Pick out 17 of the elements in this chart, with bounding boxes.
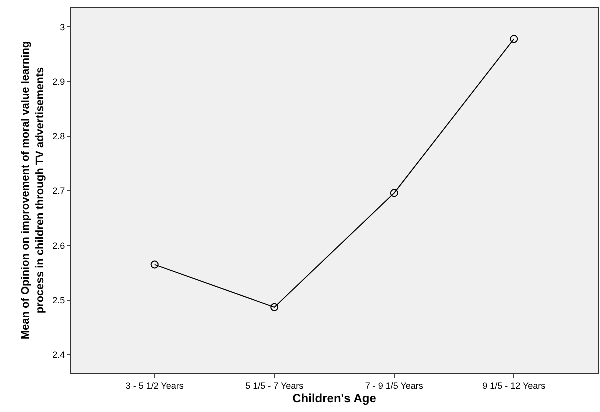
x-tick-label: 7 - 9 1/5 Years <box>365 380 424 391</box>
y-tick-label: 3 <box>60 22 66 32</box>
point <box>150 260 159 269</box>
x-tick-label: 3 - 5 1/2 Years <box>126 380 184 391</box>
y-axis-title: Mean of Opinion on improvement of moral value learning process in children through TV advertisements <box>20 41 46 340</box>
x-axis-title: Children's Age <box>292 392 377 406</box>
x-tick-label: 5 1/5 - 7 Years <box>246 380 304 391</box>
y-tick-label: 2.6 <box>52 240 66 251</box>
point <box>390 189 398 198</box>
point <box>510 35 518 44</box>
y-tick-label: 2.5 <box>52 295 66 306</box>
y-tick-label: 2.4 <box>52 350 66 360</box>
y-tick-label: 2.7 <box>52 186 66 196</box>
y-tick-label: 2.8 <box>52 132 66 142</box>
x-tick-label: 9 1/5 - 12 Years <box>482 380 546 391</box>
point <box>270 303 279 312</box>
y-tick-label: 2.9 <box>52 76 66 87</box>
